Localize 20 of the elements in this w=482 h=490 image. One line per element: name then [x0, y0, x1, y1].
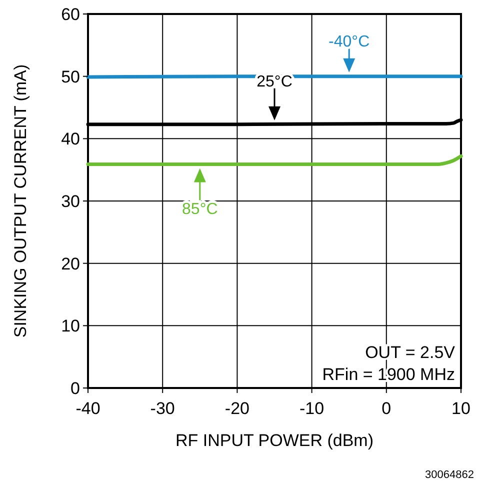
text: 30064862 [425, 469, 474, 481]
y-tick-label: 40 [61, 130, 80, 149]
x-tick-label: -10 [300, 399, 324, 418]
x-tick-label: -20 [224, 399, 250, 418]
x-tick-label: -40 [76, 399, 100, 418]
x-axis-title: RF INPUT POWER (dBm) [175, 431, 374, 450]
y-tick-label: 10 [61, 316, 80, 336]
annotation: 85°C [182, 201, 218, 218]
y-tick-label: 20 [61, 254, 80, 274]
y-axis-title: SINKING OUTPUT CURRENT (mA) [11, 64, 30, 338]
y-tick-label: 50 [61, 67, 80, 86]
x-tick-label: 0 [382, 399, 392, 418]
x-tick-label: 10 [452, 399, 470, 418]
y-tick-label: 0 [70, 379, 80, 398]
x-tick-label: -30 [150, 399, 175, 418]
annotation: -40°C [328, 33, 370, 50]
y-tick-label: 60 [61, 5, 80, 24]
y-tick-label: 30 [61, 192, 80, 211]
line-series [86, 154, 463, 166]
annotation: 25°C [256, 73, 292, 90]
